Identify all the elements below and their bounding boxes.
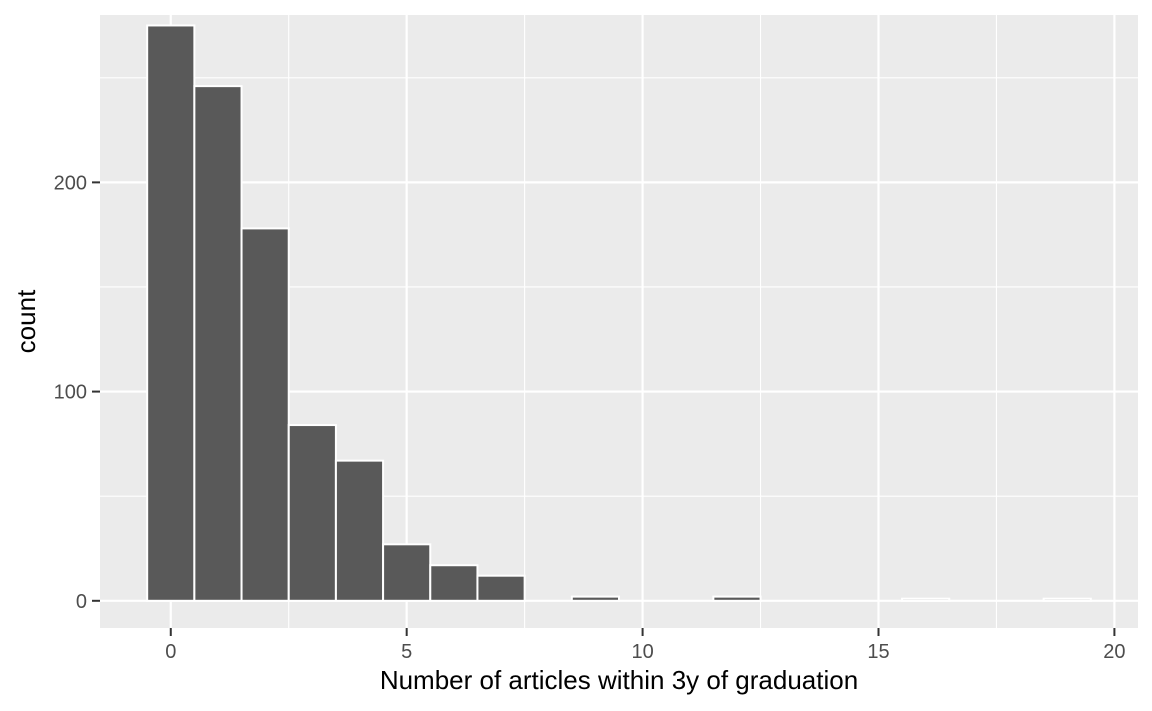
histogram-bar: [1042, 597, 1092, 602]
histogram-bar: [240, 227, 290, 602]
y-tick-label: 0: [76, 591, 87, 613]
y-tick-label: 100: [54, 382, 87, 404]
y-axis: 0 100 200: [54, 172, 100, 613]
x-tick-label: 15: [867, 641, 889, 663]
histogram-bar: [334, 459, 385, 602]
y-axis-title: count: [11, 289, 41, 353]
histogram-bar: [146, 24, 196, 602]
minor-gridlines: [100, 15, 1138, 628]
x-axis: 0 5 10 15 20: [165, 628, 1126, 663]
y-tick-label: 200: [54, 172, 87, 194]
histogram-bar: [193, 85, 243, 602]
histogram-bar: [476, 574, 526, 602]
x-tick-label: 10: [631, 641, 653, 663]
x-tick-label: 20: [1103, 641, 1125, 663]
x-tick-label: 0: [165, 641, 176, 663]
x-axis-title: Number of articles within 3y of graduati…: [380, 665, 858, 695]
x-tick-label: 5: [401, 641, 412, 663]
histogram-bar: [901, 597, 951, 602]
histogram-bars: [146, 24, 1092, 602]
histogram-bar: [382, 543, 432, 602]
histogram-bar: [712, 595, 762, 602]
histogram-bar: [287, 424, 337, 602]
histogram-bar: [429, 564, 479, 602]
histogram-bar: [570, 595, 620, 602]
